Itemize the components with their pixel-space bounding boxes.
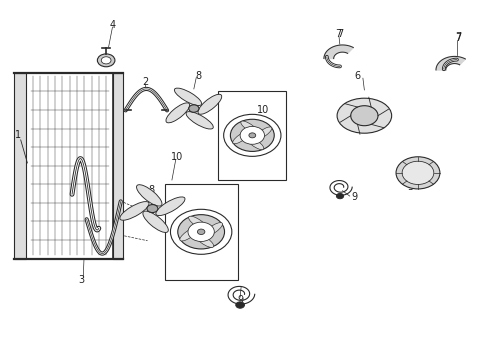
Circle shape bbox=[249, 133, 256, 138]
Ellipse shape bbox=[156, 197, 185, 216]
Ellipse shape bbox=[166, 103, 190, 123]
Circle shape bbox=[147, 204, 158, 213]
Bar bbox=[165, 184, 238, 280]
Ellipse shape bbox=[195, 234, 214, 247]
Text: 9: 9 bbox=[351, 192, 358, 202]
Text: 8: 8 bbox=[148, 185, 154, 195]
Ellipse shape bbox=[120, 202, 149, 220]
Circle shape bbox=[98, 54, 115, 67]
Ellipse shape bbox=[143, 211, 169, 233]
Polygon shape bbox=[436, 57, 466, 70]
Text: 10: 10 bbox=[257, 105, 270, 115]
Text: 5: 5 bbox=[408, 182, 414, 192]
Circle shape bbox=[101, 57, 111, 64]
Ellipse shape bbox=[180, 227, 198, 241]
Ellipse shape bbox=[241, 121, 258, 134]
Circle shape bbox=[240, 126, 265, 144]
Ellipse shape bbox=[198, 94, 222, 114]
Text: 2: 2 bbox=[142, 77, 148, 87]
Ellipse shape bbox=[233, 131, 250, 144]
Ellipse shape bbox=[204, 222, 222, 236]
Ellipse shape bbox=[396, 157, 440, 189]
Text: 7: 7 bbox=[336, 29, 342, 39]
Circle shape bbox=[188, 222, 214, 242]
Circle shape bbox=[197, 229, 205, 234]
Ellipse shape bbox=[189, 216, 207, 230]
Ellipse shape bbox=[174, 88, 201, 105]
Circle shape bbox=[178, 215, 224, 249]
Text: 4: 4 bbox=[109, 19, 116, 30]
Text: 7: 7 bbox=[337, 29, 343, 39]
Ellipse shape bbox=[247, 137, 264, 150]
Bar bbox=[14, 73, 26, 258]
Circle shape bbox=[236, 302, 245, 308]
Text: 7: 7 bbox=[455, 32, 462, 42]
Text: 6: 6 bbox=[354, 71, 360, 81]
Text: 7: 7 bbox=[455, 33, 462, 43]
Bar bbox=[218, 91, 287, 180]
Circle shape bbox=[230, 119, 274, 152]
Ellipse shape bbox=[402, 161, 434, 184]
Text: 10: 10 bbox=[171, 152, 183, 162]
Text: 8: 8 bbox=[196, 71, 202, 81]
Ellipse shape bbox=[255, 127, 272, 139]
Ellipse shape bbox=[137, 185, 162, 206]
Text: 1: 1 bbox=[15, 130, 22, 140]
Circle shape bbox=[171, 209, 232, 254]
Bar bbox=[114, 73, 123, 258]
Polygon shape bbox=[324, 45, 353, 59]
Ellipse shape bbox=[337, 98, 392, 133]
Circle shape bbox=[351, 106, 378, 126]
Bar bbox=[26, 73, 114, 258]
Text: 9: 9 bbox=[237, 295, 243, 305]
Circle shape bbox=[223, 114, 281, 156]
Circle shape bbox=[336, 193, 343, 199]
Text: 3: 3 bbox=[79, 275, 85, 285]
Ellipse shape bbox=[186, 112, 213, 129]
Circle shape bbox=[189, 105, 199, 112]
